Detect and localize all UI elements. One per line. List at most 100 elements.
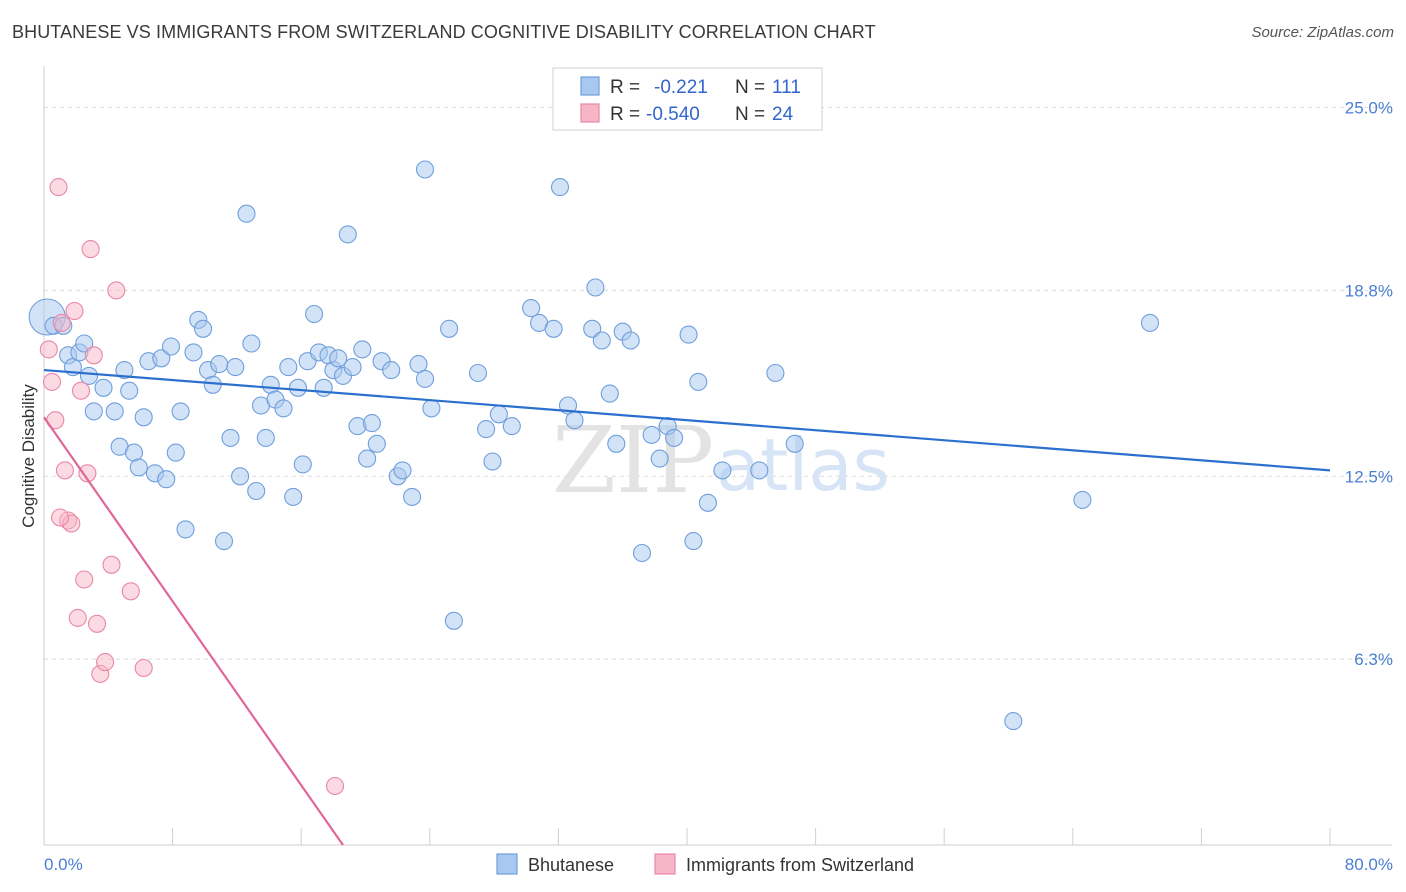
bhutanese-point xyxy=(329,349,348,368)
bhutanese-point xyxy=(129,458,148,477)
legend-swatch-switzerland xyxy=(654,853,676,875)
bhutanese-point xyxy=(305,304,324,324)
switzerland-point xyxy=(102,555,121,574)
bhutanese-point xyxy=(203,375,222,394)
bhutanese-point xyxy=(1073,490,1092,509)
stats-swatch-switzerland xyxy=(580,103,600,123)
bhutanese-point xyxy=(274,399,293,418)
trend-lines xyxy=(43,368,1331,846)
bhutanese-point xyxy=(382,361,401,380)
bhutanese-point xyxy=(161,337,181,356)
stats-r-label: R = xyxy=(610,104,640,125)
switzerland-point xyxy=(134,658,153,678)
legend: Bhutanese Immigrants from Switzerland xyxy=(496,853,914,875)
bhutanese-point xyxy=(120,381,139,400)
bhutanese-point xyxy=(689,372,708,391)
bhutanese-point xyxy=(665,428,684,447)
bhutanese-point xyxy=(115,361,134,380)
bhutanese-point xyxy=(75,334,94,353)
bhutanese-point xyxy=(632,543,652,563)
bhutanese-point xyxy=(785,434,804,453)
bhutanese-point xyxy=(284,487,303,506)
legend-swatch-bhutanese xyxy=(496,853,518,875)
chart-title: BHUTANESE VS IMMIGRANTS FROM SWITZERLAND… xyxy=(12,22,876,42)
bhutanese-point xyxy=(642,425,661,444)
tick-labels: 6.3% 12.5% 18.8% 25.0% 0.0% 80.0% xyxy=(44,99,1393,875)
stats-n-label: N = xyxy=(735,77,765,98)
bhutanese-point xyxy=(679,325,698,344)
bhutanese-point xyxy=(338,225,357,244)
bhutanese-point xyxy=(415,369,435,388)
bhutanese-point xyxy=(565,411,584,430)
bhutanese-point xyxy=(621,331,640,350)
bhutanese-point xyxy=(105,402,124,421)
switzerland-point xyxy=(42,372,62,391)
switzerland-point xyxy=(52,313,71,332)
bhutanese-point xyxy=(586,278,605,297)
stats-r-value: -0.540 xyxy=(646,104,700,125)
watermark-atlas: atlas xyxy=(716,423,890,507)
switzerland-trend-line xyxy=(43,416,344,846)
bhutanese-point xyxy=(157,470,176,489)
bhutanese-point xyxy=(367,434,386,453)
bhutanese-point xyxy=(279,358,298,377)
switzerland-point xyxy=(51,508,70,527)
bhutanese-point xyxy=(343,358,362,377)
bhutanese-point xyxy=(134,408,153,427)
bhutanese-point xyxy=(544,319,563,338)
bhutanese-point xyxy=(483,452,502,471)
switzerland-point xyxy=(39,340,58,359)
bhutanese-point xyxy=(607,434,626,453)
bhutanese-point xyxy=(650,449,669,468)
bhutanese-point xyxy=(393,461,412,480)
bhutanese-point xyxy=(194,319,213,338)
bhutanese-point xyxy=(522,299,541,318)
bhutanese-point xyxy=(489,405,508,424)
bhutanese-point xyxy=(766,363,785,383)
bhutanese-point xyxy=(583,319,602,338)
bhutanese-point xyxy=(403,487,422,506)
bhutanese-point xyxy=(214,532,234,551)
switzerland-point xyxy=(96,653,115,672)
bhutanese-point xyxy=(293,455,312,474)
bhutanese-point xyxy=(171,402,190,421)
bhutanese-point xyxy=(415,160,435,179)
bhutanese-point xyxy=(94,378,113,397)
stats-r-label: R = xyxy=(610,77,640,98)
bhutanese-trend-line xyxy=(43,368,1331,472)
bhutanese-point xyxy=(362,414,381,433)
axes xyxy=(43,66,1392,846)
bhutanese-point xyxy=(713,461,732,480)
switzerland-point xyxy=(49,178,68,197)
bhutanese-point xyxy=(750,461,769,480)
switzerland-point xyxy=(107,281,126,300)
bhutanese-point xyxy=(247,481,266,501)
bhutanese-point xyxy=(422,399,441,418)
bhutanese-point xyxy=(176,520,195,539)
bhutanese-point xyxy=(502,417,521,436)
bhutanese-point xyxy=(358,449,377,468)
bhutanese-point xyxy=(409,355,428,374)
bhutanese-point xyxy=(256,428,275,447)
switzerland-point xyxy=(55,461,74,480)
legend-label-switzerland: Immigrants from Switzerland xyxy=(686,855,914,875)
switzerland-point xyxy=(121,582,140,601)
stats-n-value: 111 xyxy=(772,77,801,98)
y-tick-label: 6.3% xyxy=(1354,650,1393,669)
bhutanese-point xyxy=(314,378,333,397)
bhutanese-point xyxy=(288,378,308,397)
bhutanese-point xyxy=(184,343,203,362)
bhutanese-point xyxy=(1004,712,1023,731)
stats-r-value: -0.221 xyxy=(654,77,708,98)
bhutanese-point xyxy=(231,467,250,486)
switzerland-point xyxy=(325,776,345,796)
bhutanese-point xyxy=(1140,313,1160,332)
x-tick-label: 80.0% xyxy=(1345,855,1393,874)
switzerland-point xyxy=(75,570,94,589)
stats-swatch-bhutanese xyxy=(580,76,600,96)
bhutanese-point xyxy=(550,178,570,197)
y-tick-label: 25.0% xyxy=(1345,99,1393,118)
bhutanese-point xyxy=(592,331,611,350)
bhutanese-point xyxy=(221,428,240,447)
